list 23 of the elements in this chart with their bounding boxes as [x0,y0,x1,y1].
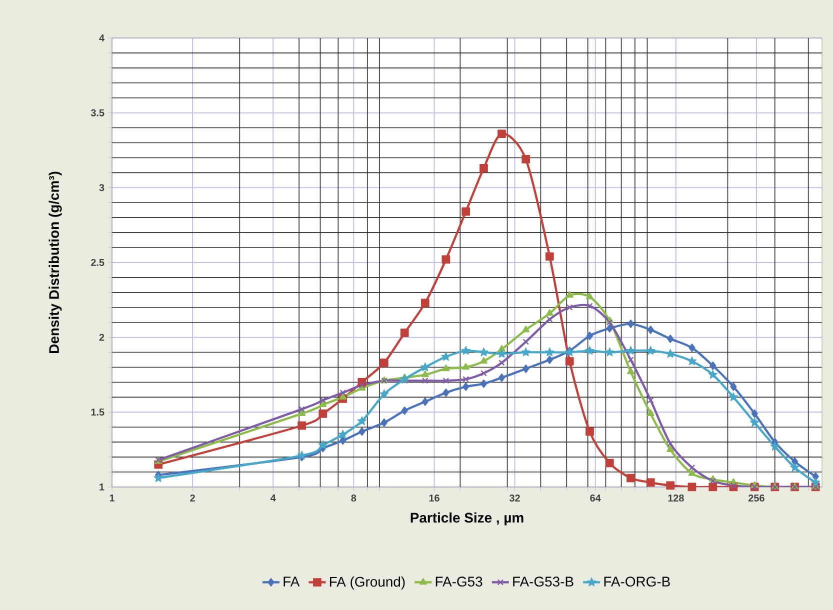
y-tick-label: 2.5 [91,258,104,266]
x-tick-label: 1 [110,494,115,502]
x-tick-label: 4 [270,494,276,502]
y-tick-label: 3.5 [90,109,104,116]
x-tick-label: 64 [590,494,601,502]
x-tick-label: 256 [748,494,764,502]
x-tick-label: 128 [668,494,684,502]
legend-label: FA [284,576,300,586]
x-tick-label: 16 [429,494,440,502]
y-tick-label: 3 [99,184,104,192]
legend-label: FA-G53 [436,576,482,587]
legend-label: FA (Ground) [330,576,405,590]
y-tick-label: 2 [99,334,104,341]
x-tick-label: 8 [351,494,356,502]
y-tick-label: 1 [100,484,104,490]
x-tick-label: 32 [509,494,520,502]
legend-label: FA-G53-B [513,576,574,587]
legend-label: FA-ORG-B [604,576,670,587]
x-axis-title: Particle Size , µm [410,512,524,526]
y-axis-title: Density Distribution (g/cm³) [48,172,62,353]
y-tick-label: 1.5 [91,408,104,416]
y-tick-label: 4 [99,34,104,42]
x-tick-label: 2 [190,494,195,502]
